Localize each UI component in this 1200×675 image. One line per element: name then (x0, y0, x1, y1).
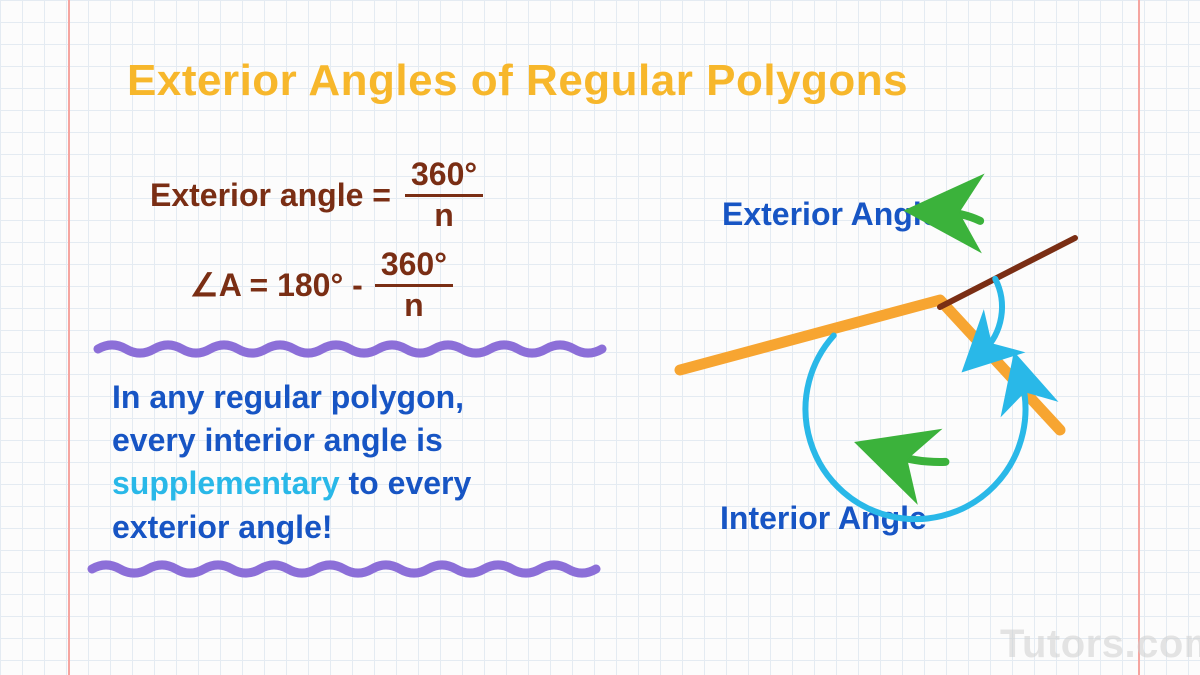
underline-squiggle-bottom (92, 560, 552, 588)
formula1-lhs: Exterior angle = (150, 177, 391, 214)
formula1-denominator: n (428, 197, 460, 233)
formula-interior-angle: ∠ A = 180° - 360° n (190, 248, 453, 322)
explanation-text: In any regular polygon, every interior a… (112, 376, 572, 549)
watermark-logo: Tutors.com (1000, 622, 1200, 667)
page-title: Exterior Angles of Regular Polygons (127, 56, 908, 106)
body-line-2: every interior angle is (112, 419, 572, 462)
formula2-denominator: n (398, 287, 430, 323)
angle-diagram (680, 230, 1120, 490)
body-line-1: In any regular polygon, (112, 376, 572, 419)
body-line-3-rest: to every (340, 465, 472, 501)
formula2-fraction: 360° n (375, 248, 453, 322)
body-line-4: exterior angle! (112, 506, 572, 549)
content-area: Exterior Angles of Regular Polygons Exte… (0, 0, 1200, 675)
formula1-numerator: 360° (405, 158, 483, 194)
formula1-fraction: 360° n (405, 158, 483, 232)
formula2-numerator: 360° (375, 248, 453, 284)
highlight-word: supplementary (112, 465, 340, 501)
underline-squiggle-top (98, 340, 548, 368)
formula2-lhs: A = 180° - (219, 267, 363, 304)
angle-icon: ∠ (190, 266, 219, 304)
label-exterior-angle: Exterior Angle (722, 196, 940, 233)
formula-exterior-angle: Exterior angle = 360° n (150, 158, 483, 232)
